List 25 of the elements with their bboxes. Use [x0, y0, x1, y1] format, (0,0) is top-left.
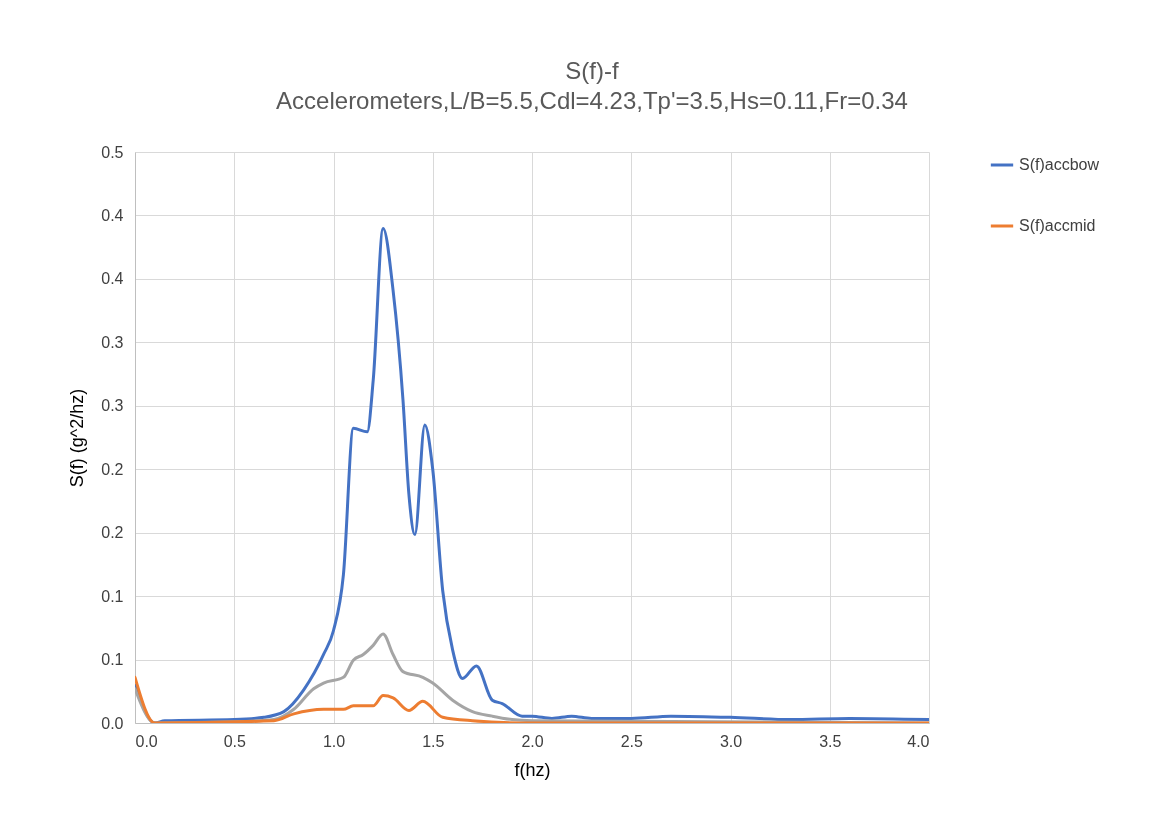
y-axis-title: S(f) (g^2/hz) — [67, 388, 88, 488]
chart-title: S(f)-f — [565, 57, 619, 84]
y-tick-label: 0.3 — [101, 397, 124, 415]
chart-subtitle: Accelerometers,L/B=5.5,Cdl=4.23,Tp'=3.5,Hs=0.11,Fr=0.34 — [276, 87, 908, 114]
legend-label: S(f)accbow — [1019, 156, 1100, 173]
y-tick-label: 0.2 — [101, 460, 124, 478]
x-tick-label: 1.5 — [422, 732, 445, 750]
y-tick-label: 0.4 — [101, 270, 124, 288]
legend-label: S(f)accmid — [1019, 217, 1096, 234]
y-tick-label: 0.3 — [101, 333, 124, 351]
y-tick-label: 0.0 — [101, 714, 124, 732]
x-tick-label: 1.0 — [322, 732, 346, 750]
y-tick-label: 0.1 — [101, 587, 124, 605]
x-tick-label: 2.0 — [521, 732, 544, 750]
x-tick-label: 3.0 — [719, 732, 743, 750]
y-tick-label: 0.4 — [101, 207, 124, 224]
x-tick-label: 0.5 — [223, 732, 246, 750]
y-tick-label: 0.5 — [101, 143, 124, 161]
x-tick-label: 4.0 — [907, 732, 930, 750]
x-tick-label: 2.5 — [620, 732, 643, 750]
y-tick-label: 0.2 — [101, 524, 124, 542]
y-tick-label: 0.1 — [101, 651, 124, 668]
x-axis-title: f(hz) — [514, 759, 551, 780]
x-tick-label: 3.5 — [819, 732, 842, 750]
x-tick-label: 0.0 — [135, 732, 158, 750]
